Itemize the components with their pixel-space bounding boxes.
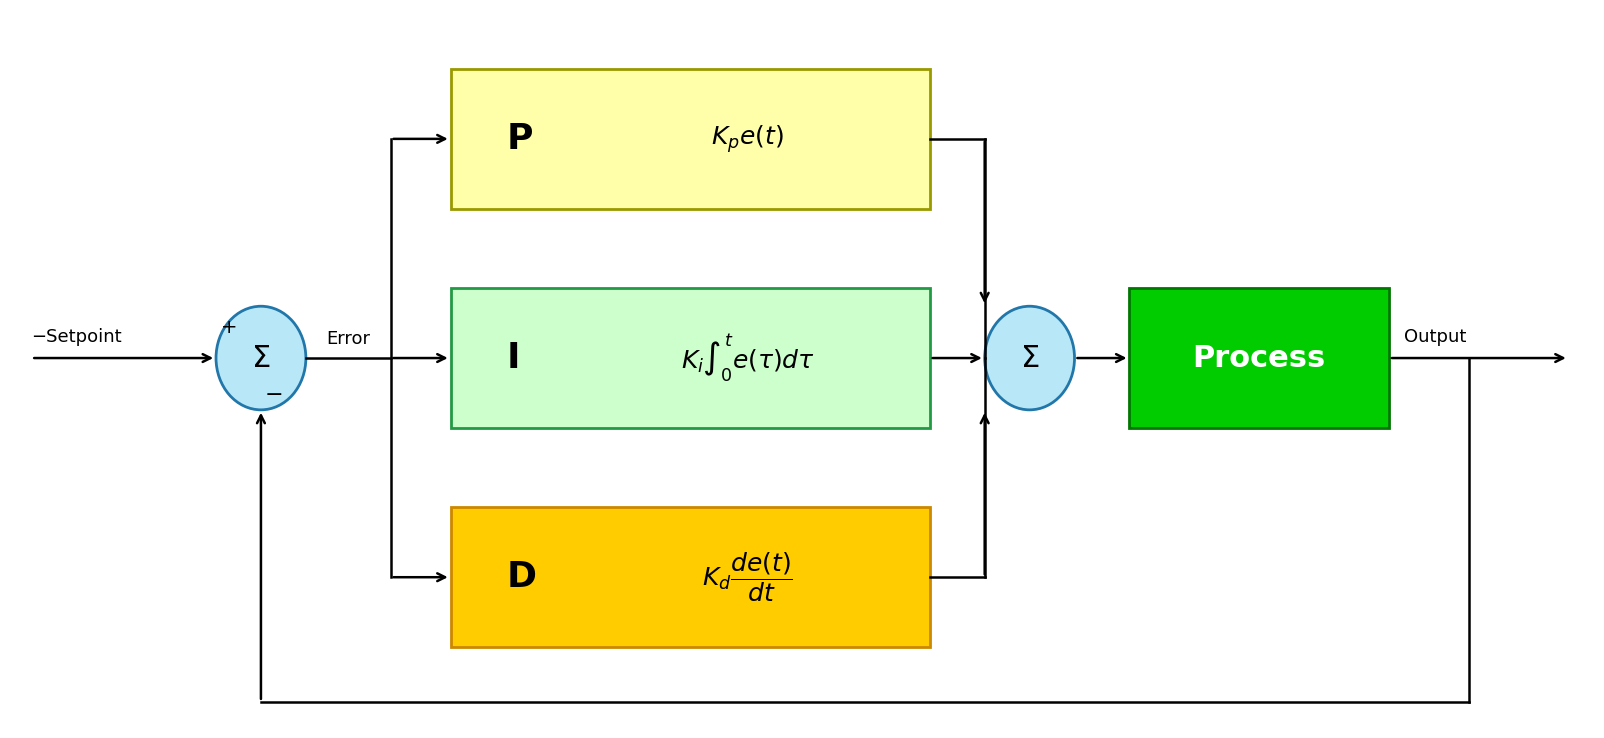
FancyBboxPatch shape — [451, 508, 930, 647]
Text: $\mathbf{D}$: $\mathbf{D}$ — [505, 560, 536, 594]
Text: $K_p e(t)$: $K_p e(t)$ — [711, 123, 784, 155]
Text: $\mathbf{P}$: $\mathbf{P}$ — [505, 122, 533, 156]
Text: −Setpoint: −Setpoint — [32, 328, 122, 346]
FancyBboxPatch shape — [1129, 289, 1389, 428]
Text: $K_d\dfrac{de(t)}{dt}$: $K_d\dfrac{de(t)}{dt}$ — [703, 551, 792, 604]
Ellipse shape — [985, 306, 1075, 410]
Ellipse shape — [217, 306, 306, 410]
Text: $\mathbf{I}$: $\mathbf{I}$ — [505, 341, 518, 375]
Text: +: + — [221, 318, 237, 337]
Text: $\Sigma$: $\Sigma$ — [1020, 344, 1039, 373]
FancyBboxPatch shape — [451, 289, 930, 428]
FancyBboxPatch shape — [451, 69, 930, 209]
Text: Output: Output — [1404, 328, 1466, 346]
Text: Error: Error — [326, 330, 371, 348]
Text: $K_i\int_0^t e(\tau)d\tau$: $K_i\int_0^t e(\tau)d\tau$ — [680, 332, 815, 384]
Text: −: − — [265, 384, 284, 405]
Text: $\Sigma$: $\Sigma$ — [252, 344, 271, 373]
Text: Process: Process — [1193, 344, 1327, 373]
